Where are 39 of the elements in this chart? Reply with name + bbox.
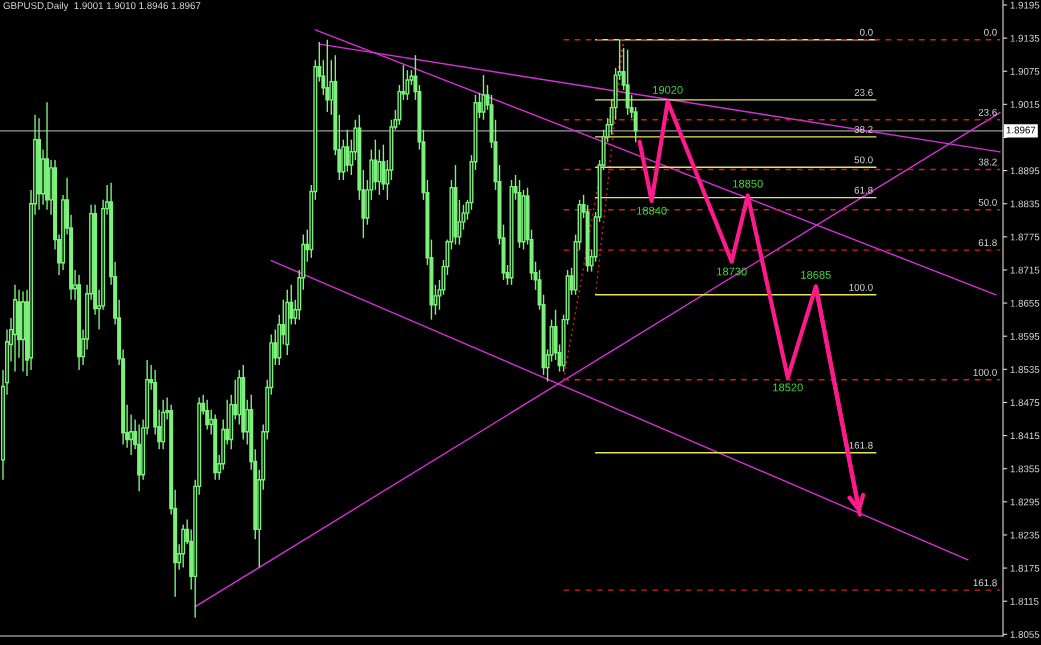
y-tick-label: 1.8655 <box>1010 299 1040 307</box>
y-tick-label: 1.9135 <box>1010 34 1040 42</box>
annotation: 18850 <box>733 179 763 188</box>
y-tick-label: 1.8295 <box>1010 498 1040 506</box>
y-tick-label: 1.8355 <box>1010 465 1040 473</box>
annotation: 61.8 <box>978 239 997 247</box>
annotation: 161.8 <box>973 579 997 587</box>
annotation: 100.0 <box>973 368 997 376</box>
annotation: 18520 <box>773 383 803 392</box>
y-tick-label: 1.9195 <box>1010 1 1040 9</box>
annotation: 18685 <box>801 270 831 279</box>
annotation: 50.0 <box>978 198 997 206</box>
y-tick-label: 1.8595 <box>1010 332 1040 340</box>
annotation: 0.0 <box>859 28 873 36</box>
y-tick-label: 1.8055 <box>1010 631 1040 638</box>
chart-title: GBPUSD,Daily 1.9001 1.9010 1.8946 1.8967 <box>3 1 201 11</box>
annotation: 50.0 <box>854 156 873 164</box>
ref-line-label: 1.8967 <box>1006 126 1036 134</box>
y-tick-label: 1.8715 <box>1010 266 1040 274</box>
annotation: 23.6 <box>854 89 873 96</box>
y-tick-label: 1.8775 <box>1010 233 1040 241</box>
y-tick-label: 1.8175 <box>1010 564 1040 572</box>
annotation: 18840 <box>637 206 667 215</box>
annotation: 161.8 <box>849 441 873 449</box>
annotation: 100.0 <box>849 283 873 291</box>
annotation: 23.6 <box>978 108 997 116</box>
annotation: 38.2 <box>978 158 997 166</box>
y-tick-label: 1.8535 <box>1010 366 1040 373</box>
y-tick-label: 1.8895 <box>1010 167 1040 175</box>
y-tick-label: 1.8415 <box>1010 432 1040 440</box>
annotation: 19020 <box>653 85 683 94</box>
y-tick-label: 1.8835 <box>1010 200 1040 208</box>
y-tick-label: 1.8235 <box>1010 531 1040 539</box>
y-tick-label: 1.8475 <box>1010 399 1040 407</box>
annotation: 61.8 <box>854 186 873 194</box>
y-tick-label: 1.9075 <box>1010 67 1040 75</box>
annotation: 0.0 <box>984 28 997 36</box>
y-tick-label: 1.9015 <box>1010 101 1040 108</box>
y-tick-label: 1.8115 <box>1010 597 1039 605</box>
